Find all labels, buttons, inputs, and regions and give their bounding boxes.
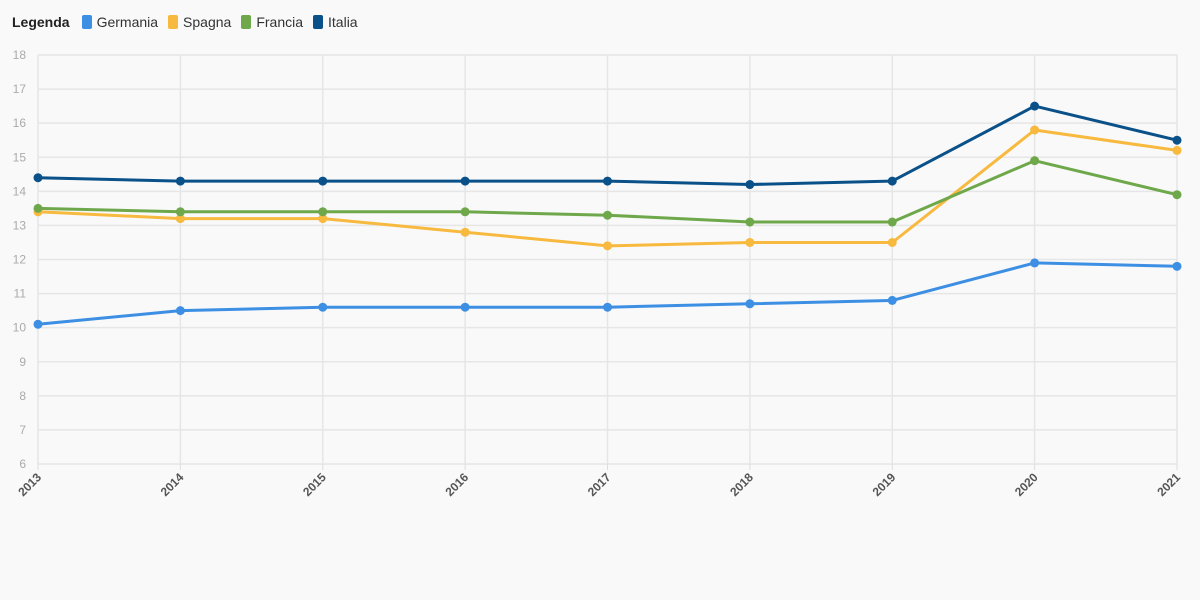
data-point-germania[interactable] — [1030, 258, 1040, 268]
data-point-germania[interactable] — [318, 302, 328, 312]
data-point-germania[interactable] — [33, 319, 43, 329]
x-tick-label: 2018 — [727, 470, 756, 499]
data-point-germania[interactable] — [745, 299, 755, 309]
x-tick-label: 2013 — [15, 470, 44, 499]
data-point-francia[interactable] — [33, 203, 43, 213]
x-tick-label: 2015 — [300, 470, 329, 499]
data-point-spagna[interactable] — [887, 237, 897, 247]
data-point-italia[interactable] — [1172, 135, 1182, 145]
y-tick-label: 15 — [13, 150, 27, 164]
legend-label-germania: Germania — [96, 14, 159, 30]
legend-item-spagna[interactable]: Spagna — [168, 14, 231, 30]
data-point-spagna[interactable] — [745, 237, 755, 247]
data-point-italia[interactable] — [33, 173, 43, 183]
y-tick-label: 13 — [13, 218, 27, 232]
legend-item-francia[interactable]: Francia — [241, 14, 303, 30]
data-point-italia[interactable] — [1030, 101, 1040, 111]
x-tick-label: 2014 — [158, 470, 187, 499]
data-point-francia[interactable] — [887, 217, 897, 227]
legend-swatch-germania — [81, 15, 92, 29]
data-point-spagna[interactable] — [460, 227, 470, 237]
data-point-germania[interactable] — [887, 295, 897, 305]
data-point-italia[interactable] — [603, 176, 612, 186]
y-tick-label: 9 — [19, 355, 26, 369]
legend-label-francia: Francia — [256, 14, 304, 30]
data-point-spagna[interactable] — [603, 241, 612, 251]
x-tick-label: 2019 — [870, 470, 899, 499]
legend-swatch-spagna — [168, 15, 179, 29]
legend-swatch-italia — [313, 15, 324, 29]
y-tick-label: 16 — [13, 116, 27, 130]
y-tick-label: 17 — [13, 82, 27, 96]
legend-label-spagna: Spagna — [183, 14, 232, 30]
data-point-germania[interactable] — [1172, 261, 1182, 271]
data-point-germania[interactable] — [175, 306, 185, 316]
data-point-italia[interactable] — [887, 176, 897, 186]
y-tick-label: 7 — [19, 423, 26, 437]
data-point-spagna[interactable] — [318, 214, 328, 224]
data-point-francia[interactable] — [745, 217, 755, 227]
legend-label-italia: Italia — [328, 14, 358, 30]
data-point-italia[interactable] — [318, 176, 328, 186]
data-point-francia[interactable] — [1172, 190, 1182, 200]
legend-item-germania[interactable]: Germania — [81, 14, 159, 30]
legend-title: Legenda — [12, 14, 70, 30]
grid — [37, 54, 1178, 465]
data-point-germania[interactable] — [460, 302, 470, 312]
series-points — [33, 101, 1182, 329]
legend: Legenda Germania Spagna Francia Italia — [12, 12, 358, 32]
data-point-italia[interactable] — [745, 180, 755, 190]
axes: 6 7 8 9 10 11 12 13 14 15 16 17 18 2013 2014 2015 2016 20… — [13, 48, 1184, 499]
x-tick-label: 2017 — [585, 470, 614, 499]
y-tick-label: 10 — [13, 321, 27, 335]
data-point-francia[interactable] — [603, 210, 612, 220]
data-point-spagna[interactable] — [175, 214, 185, 224]
data-point-francia[interactable] — [318, 207, 328, 217]
data-point-italia[interactable] — [175, 176, 185, 186]
data-point-francia[interactable] — [175, 207, 185, 217]
x-tick-label: 2021 — [1154, 470, 1183, 499]
y-tick-label: 12 — [13, 253, 27, 267]
data-point-spagna[interactable] — [1172, 145, 1182, 155]
y-tick-label: 18 — [13, 48, 27, 62]
y-tick-label: 11 — [14, 287, 27, 301]
data-point-spagna[interactable] — [1030, 125, 1040, 135]
x-tick-label: 2016 — [442, 470, 471, 499]
data-point-francia[interactable] — [1030, 156, 1040, 166]
legend-item-italia[interactable]: Italia — [313, 14, 358, 30]
y-tick-label: 6 — [19, 457, 26, 471]
data-point-germania[interactable] — [603, 302, 612, 312]
y-tick-label: 14 — [13, 184, 27, 198]
x-tick-label: 2020 — [1012, 470, 1041, 499]
legend-swatch-francia — [241, 15, 252, 29]
data-point-italia[interactable] — [460, 176, 470, 186]
y-tick-label: 8 — [19, 389, 26, 403]
data-point-francia[interactable] — [460, 207, 470, 217]
